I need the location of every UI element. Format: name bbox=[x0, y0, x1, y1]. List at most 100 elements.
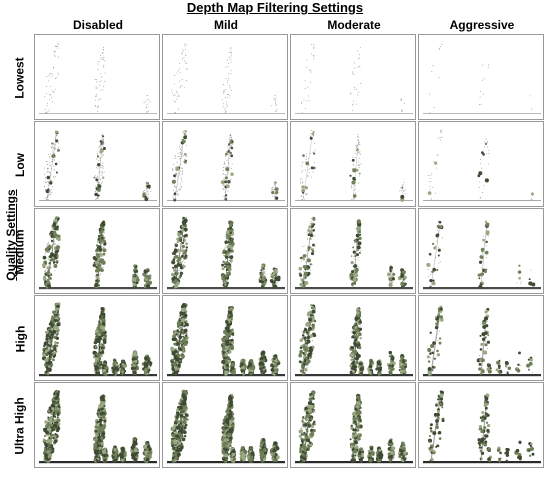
point bbox=[438, 337, 442, 340]
point bbox=[258, 279, 263, 283]
point bbox=[435, 322, 439, 326]
point bbox=[143, 274, 145, 276]
point bbox=[57, 317, 60, 320]
point bbox=[174, 247, 176, 249]
point bbox=[94, 99, 96, 101]
point bbox=[222, 173, 224, 174]
point bbox=[99, 273, 101, 275]
point bbox=[95, 178, 99, 182]
point bbox=[145, 182, 147, 184]
point bbox=[177, 276, 179, 278]
point bbox=[182, 217, 184, 219]
point bbox=[223, 90, 225, 92]
point bbox=[481, 192, 483, 194]
point bbox=[97, 181, 99, 182]
point bbox=[53, 66, 54, 68]
point bbox=[179, 149, 181, 150]
cell-lowest-disabled bbox=[34, 34, 160, 120]
point bbox=[300, 345, 302, 347]
point bbox=[302, 359, 304, 361]
point bbox=[312, 325, 314, 327]
point bbox=[273, 97, 275, 99]
point bbox=[351, 255, 353, 257]
point bbox=[46, 76, 48, 77]
point bbox=[357, 259, 359, 261]
point bbox=[132, 356, 135, 360]
point bbox=[179, 359, 182, 362]
point bbox=[185, 259, 186, 260]
point bbox=[177, 367, 180, 370]
point bbox=[358, 175, 360, 177]
point bbox=[175, 199, 177, 201]
point bbox=[94, 192, 98, 197]
point bbox=[144, 195, 146, 197]
point bbox=[224, 161, 226, 163]
point bbox=[225, 363, 230, 367]
point bbox=[354, 157, 356, 159]
point bbox=[484, 220, 488, 223]
point bbox=[173, 169, 175, 171]
point bbox=[94, 367, 97, 371]
point bbox=[100, 145, 102, 147]
point bbox=[485, 245, 487, 247]
point bbox=[226, 348, 229, 351]
point bbox=[53, 419, 57, 422]
cell-high-aggressive bbox=[418, 295, 544, 381]
point-cloud-image bbox=[423, 130, 541, 201]
point bbox=[351, 110, 353, 111]
point bbox=[298, 353, 303, 358]
point bbox=[99, 152, 101, 154]
point bbox=[99, 358, 102, 361]
point bbox=[399, 187, 401, 189]
point bbox=[47, 351, 50, 355]
point bbox=[98, 248, 99, 250]
point bbox=[101, 321, 106, 326]
point bbox=[275, 110, 277, 112]
point bbox=[47, 196, 49, 198]
point bbox=[436, 240, 438, 242]
point bbox=[171, 274, 173, 276]
point bbox=[357, 320, 359, 322]
point bbox=[100, 356, 102, 358]
point bbox=[275, 272, 277, 274]
point bbox=[179, 172, 181, 174]
point bbox=[431, 242, 435, 246]
point bbox=[96, 242, 98, 244]
point bbox=[352, 103, 354, 105]
point bbox=[225, 156, 227, 158]
point bbox=[356, 311, 360, 315]
point bbox=[94, 266, 96, 268]
point bbox=[300, 284, 304, 287]
point bbox=[53, 240, 55, 242]
point bbox=[181, 317, 186, 323]
point bbox=[310, 247, 312, 249]
point bbox=[177, 255, 179, 257]
point bbox=[183, 324, 186, 328]
point bbox=[53, 312, 56, 315]
point bbox=[172, 195, 174, 197]
point bbox=[44, 453, 48, 457]
point bbox=[478, 362, 482, 366]
point bbox=[54, 55, 56, 57]
point bbox=[183, 313, 188, 318]
point bbox=[146, 272, 148, 274]
point bbox=[483, 341, 485, 343]
point bbox=[482, 350, 488, 355]
point bbox=[358, 256, 359, 258]
point bbox=[46, 102, 48, 104]
point bbox=[259, 366, 264, 371]
point bbox=[307, 266, 311, 269]
point bbox=[228, 94, 230, 95]
point bbox=[53, 428, 56, 431]
point bbox=[312, 171, 314, 173]
point bbox=[181, 254, 184, 257]
point bbox=[94, 455, 98, 459]
point bbox=[441, 237, 443, 239]
point bbox=[485, 138, 487, 140]
point bbox=[308, 348, 314, 353]
point bbox=[185, 332, 188, 335]
point bbox=[360, 250, 362, 252]
point bbox=[46, 104, 48, 106]
point bbox=[48, 241, 50, 243]
point bbox=[354, 316, 359, 321]
